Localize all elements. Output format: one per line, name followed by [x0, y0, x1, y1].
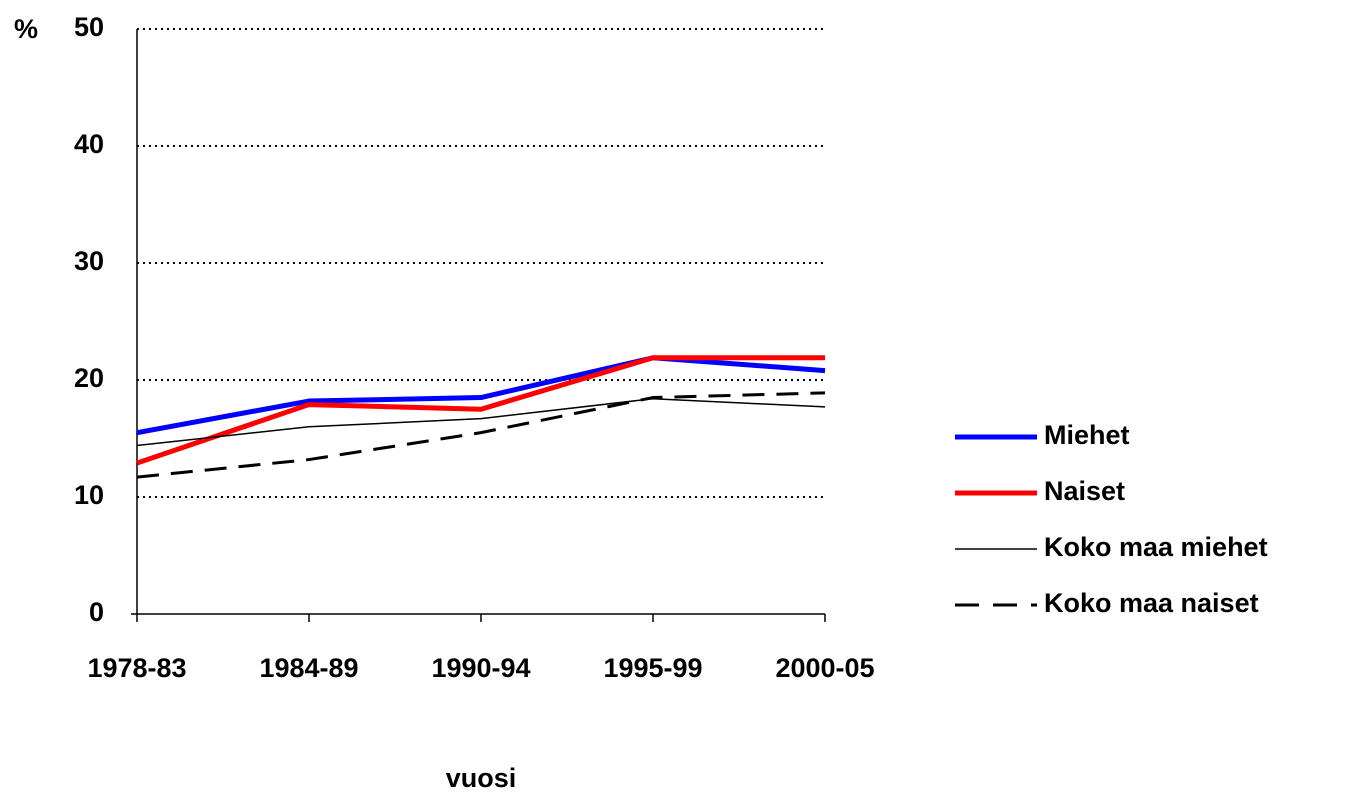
x-tick-label: 1990-94: [431, 653, 530, 683]
legend-label: Koko maa miehet: [1044, 532, 1268, 562]
series-line: [136, 355, 825, 466]
x-tick-label: 2000-05: [775, 653, 874, 683]
y-axis-label: %: [14, 14, 38, 44]
y-tick-label: 10: [74, 480, 104, 510]
series-line: [136, 397, 826, 447]
legend-label: Naiset: [1044, 476, 1125, 506]
x-tick-label: 1995-99: [603, 653, 702, 683]
legend-label: Miehet: [1044, 420, 1130, 450]
y-tick-label: 0: [89, 597, 104, 627]
x-tick-label: 1978-83: [87, 653, 186, 683]
y-tick-label: 20: [74, 363, 104, 393]
y-tick-label: 50: [74, 12, 104, 42]
y-tick-label: 40: [74, 129, 104, 159]
x-tick-label: 1984-89: [259, 653, 358, 683]
x-axis-label: vuosi: [446, 763, 517, 793]
legend-label: Koko maa naiset: [1044, 588, 1259, 618]
series-line: [136, 391, 826, 479]
y-tick-label: 30: [74, 246, 104, 276]
series-line: [136, 355, 826, 436]
